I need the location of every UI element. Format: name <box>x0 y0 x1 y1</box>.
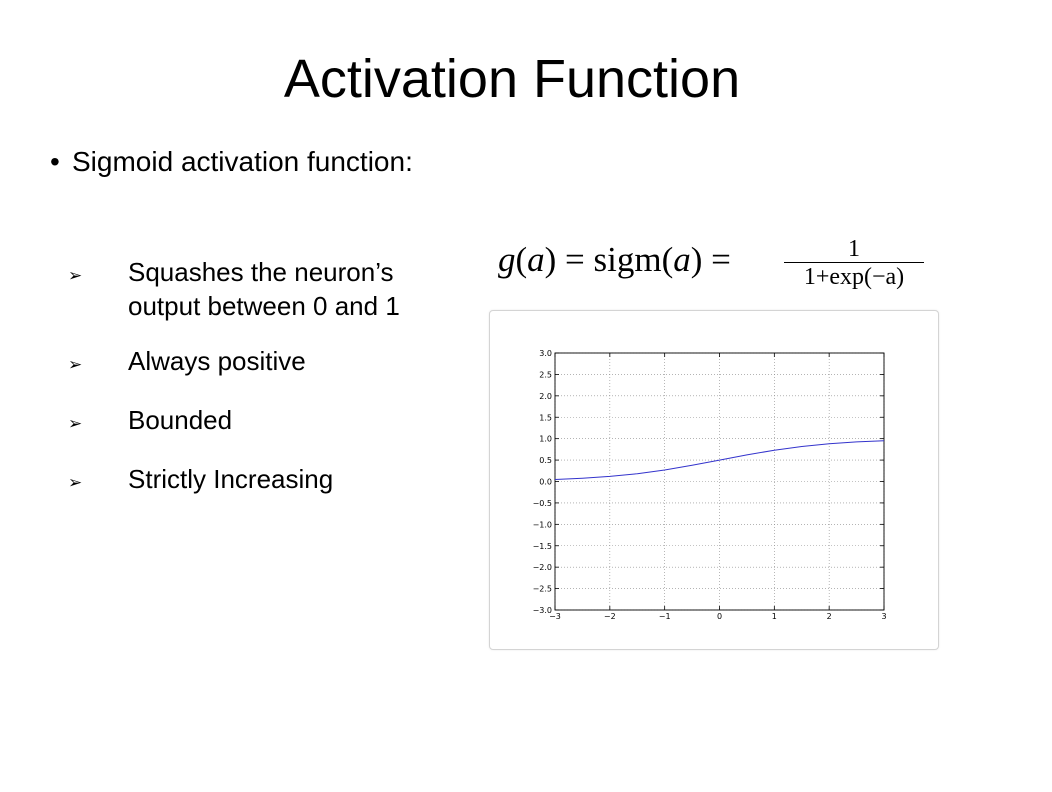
main-bullet-text: Sigmoid activation function: <box>72 146 413 177</box>
point-text-line1: Squashes the neuron’s <box>128 257 394 287</box>
y-tick-label: 0.0 <box>539 478 552 487</box>
y-tick-label: 2.5 <box>539 370 552 379</box>
y-tick-label: 3.0 <box>539 349 552 358</box>
formula-fraction: 1 1+exp(−a) <box>784 236 924 291</box>
y-tick-label: 1.0 <box>539 435 552 444</box>
x-tick-label: 2 <box>827 612 832 621</box>
point-text: Strictly Increasing <box>128 464 334 494</box>
formula-numerator: 1 <box>848 236 860 262</box>
y-tick-label: 0.5 <box>539 456 552 465</box>
arrow-bullet-icon: ➢ <box>68 414 83 434</box>
y-tick-label: −1.5 <box>533 542 552 551</box>
arrow-bullet-icon: ➢ <box>68 266 83 286</box>
x-tick-label: −1 <box>659 612 671 621</box>
formula-denominator: 1+exp(−a) <box>803 264 905 290</box>
y-tick-label: −1.0 <box>533 520 552 529</box>
fraction-bar <box>784 262 924 263</box>
formula-lhs: g(a) = sigm(a) = <box>498 240 731 279</box>
sigmoid-curve <box>554 440 885 480</box>
y-tick-label: −3.0 <box>533 606 552 615</box>
x-tick-label: −3 <box>549 612 561 621</box>
arrow-bullet-icon: ➢ <box>68 473 83 493</box>
y-tick-label: −2.0 <box>533 563 552 572</box>
bullet-dot: • <box>50 146 60 177</box>
y-tick-label: −0.5 <box>533 499 552 508</box>
y-tick-label: 2.0 <box>539 392 552 401</box>
main-bullet: • Sigmoid activation function: <box>50 144 413 180</box>
x-tick-label: 1 <box>772 612 777 621</box>
x-tick-label: 3 <box>881 612 886 621</box>
slide-title: Activation Function <box>283 49 741 109</box>
plot-axes-frame <box>554 352 885 611</box>
sigmoid-plot: −3 −2 −1 0 1 2 3 3.0 2.5 2.0 1.5 1.0 0.5 0.0 −0.5 −1.0 −… <box>489 310 939 650</box>
y-tick-label: −2.5 <box>533 585 552 594</box>
point-text-line2: output between 0 and 1 <box>128 291 400 321</box>
arrow-bullet-icon: ➢ <box>68 355 83 375</box>
x-tick-label: −2 <box>604 612 616 621</box>
x-tick-label: 0 <box>717 612 722 621</box>
plot-svg: −3 −2 −1 0 1 2 3 3.0 2.5 2.0 1.5 1.0 0.5 0.0 −0.5 −1.0 −… <box>533 349 887 621</box>
point-text: Always positive <box>128 346 306 376</box>
y-tick-label: 1.5 <box>539 413 552 422</box>
sigmoid-formula: g(a) = sigm(a) = 1 1+exp(−a) <box>498 236 938 294</box>
point-text: Bounded <box>128 405 233 435</box>
